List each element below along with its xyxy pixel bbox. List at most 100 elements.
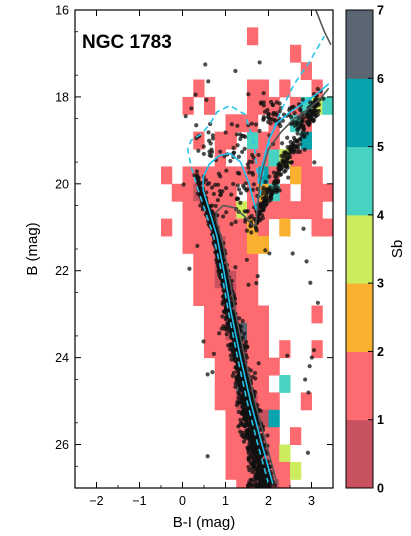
sb-cell [257, 305, 269, 324]
star-point [291, 135, 297, 141]
sb-cell [300, 166, 312, 185]
star-point [205, 372, 210, 377]
star-point [261, 188, 266, 193]
star-point [236, 400, 242, 405]
star-point [201, 202, 206, 208]
sb-cell [204, 96, 216, 115]
y-tick-label: 20 [55, 177, 69, 191]
star-point [292, 111, 297, 116]
colorbar-tick-label: 6 [377, 72, 384, 86]
sb-cell [279, 479, 291, 488]
sb-cell [225, 235, 237, 254]
star-point [238, 191, 243, 196]
star-point [242, 331, 247, 336]
star-point [315, 300, 320, 305]
star-point [229, 122, 234, 127]
star-point [251, 463, 256, 468]
star-point [243, 181, 248, 186]
star-point [215, 182, 221, 187]
star-point [307, 364, 312, 369]
star-point [211, 240, 216, 245]
sb-cell [279, 461, 291, 480]
star-point [224, 332, 229, 337]
star-point [249, 213, 254, 219]
star-point [254, 281, 259, 286]
sb-cell [257, 375, 269, 393]
sb-cell [322, 183, 333, 202]
star-point [256, 361, 261, 366]
colorbar-tick-label: 5 [377, 140, 384, 154]
star-point [210, 136, 216, 141]
sb-cell [214, 201, 226, 220]
sb-cell [236, 166, 248, 185]
star-point [292, 123, 297, 128]
star-point [245, 345, 250, 350]
star-point [250, 170, 255, 175]
sb-cell [204, 235, 216, 254]
sb-cell [257, 357, 269, 376]
colorbar-frame [345, 9, 374, 489]
star-point [253, 122, 259, 127]
sb-cell [225, 427, 237, 446]
star-point [306, 390, 311, 395]
star-point [201, 151, 206, 157]
star-point [215, 197, 220, 203]
star-point [249, 121, 254, 126]
sb-cell [182, 235, 194, 254]
colorbar-segment [346, 214, 373, 284]
y-tick-label: 24 [55, 351, 69, 365]
sb-cell [257, 409, 269, 428]
star-point [261, 477, 266, 482]
star-point [220, 189, 225, 194]
star-point [273, 187, 278, 193]
sb-cell [193, 218, 205, 237]
sb-cell [247, 253, 259, 272]
star-point [285, 353, 290, 358]
sb-cell [247, 322, 259, 341]
star-point [304, 259, 309, 264]
sb-cell [171, 183, 183, 202]
star-point [244, 209, 249, 214]
sb-cell [257, 131, 269, 150]
sb-cell [311, 340, 323, 359]
star-point [233, 219, 238, 224]
sb-cell [300, 149, 312, 167]
star-point [261, 116, 266, 121]
star-point [270, 190, 275, 196]
sb-cell [247, 201, 259, 220]
sb-cell [268, 444, 280, 463]
colorbar: 0 1 2 3 4 5 6 7 [345, 4, 384, 496]
star-point [255, 274, 260, 279]
star-point [312, 160, 317, 165]
star-point [209, 153, 214, 159]
sb-cell [236, 305, 248, 324]
star-point [217, 331, 222, 336]
colorbar-tick-label: 3 [377, 277, 384, 291]
sb-cell [279, 218, 291, 237]
star-point [263, 198, 268, 203]
star-point [209, 147, 214, 152]
star-point [194, 123, 199, 128]
star-point [204, 97, 209, 103]
sb-cell [279, 201, 291, 220]
sb-cell [257, 340, 269, 359]
star-point [253, 479, 258, 484]
star-point [218, 242, 224, 248]
star-point [210, 133, 216, 138]
sb-cell [236, 201, 248, 220]
star-point [189, 106, 194, 111]
x-tick-label: −2 [89, 494, 103, 508]
star-point [195, 243, 200, 249]
star-point [295, 131, 300, 136]
star-point [242, 146, 247, 151]
sb-cell [182, 166, 194, 185]
isochrone-line-0 [186, 35, 326, 484]
sb-cell [279, 340, 291, 359]
star-point [315, 112, 320, 117]
star-point [279, 153, 284, 158]
sb-cell [236, 444, 248, 463]
star-point [244, 355, 250, 360]
star-point [204, 190, 209, 195]
star-point [266, 187, 272, 193]
star-point [253, 376, 258, 381]
